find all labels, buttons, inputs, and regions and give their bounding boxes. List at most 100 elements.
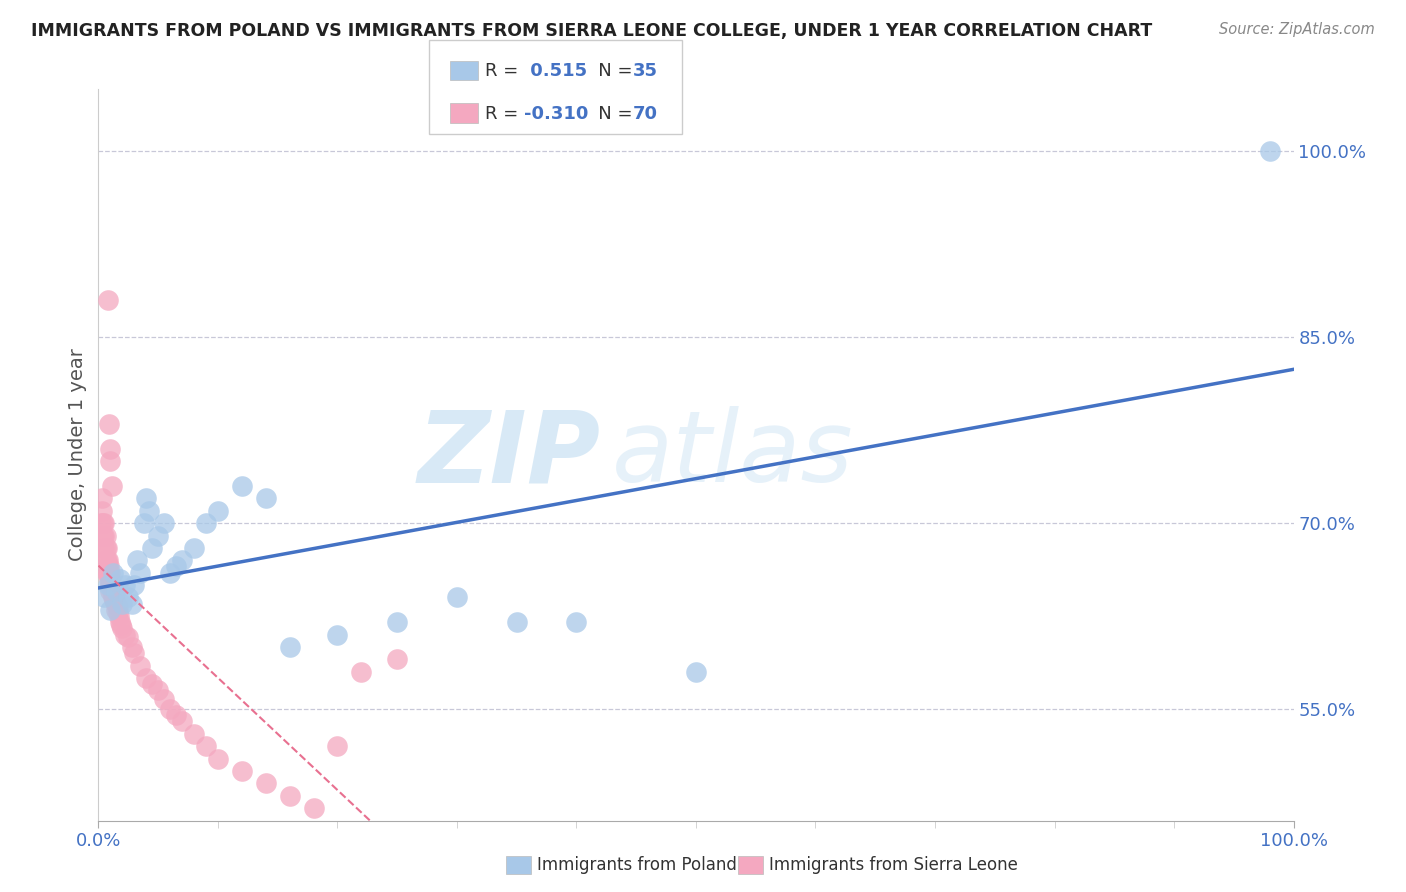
Text: -0.310: -0.310 [524,105,589,123]
Point [121,640,143,654]
Point [96,553,118,567]
Point [1258,144,1281,158]
Point [104,595,127,609]
Y-axis label: College, Under 1 year: College, Under 1 year [69,349,87,561]
Point [124,646,146,660]
Point [685,665,707,679]
Point [135,491,157,506]
Point [111,597,134,611]
Point [141,541,163,555]
Point [93,591,115,605]
Point [90,516,112,530]
Point [148,528,170,542]
Point [446,591,468,605]
Point [98,578,122,592]
Point [98,454,122,468]
Point [93,516,115,530]
Point [124,578,146,592]
Point [132,516,155,530]
Point [96,566,118,580]
Point [121,597,143,611]
Point [117,630,139,644]
Point [105,584,128,599]
Point [231,479,253,493]
Point [103,588,125,602]
Point [91,504,114,518]
Point [98,566,121,580]
Point [103,582,125,597]
Point [254,491,277,506]
Point [207,504,229,518]
Text: R =: R = [485,105,524,123]
Point [100,479,122,493]
Point [100,584,122,599]
Point [165,559,187,574]
Point [98,572,121,586]
Point [326,628,349,642]
Point [159,566,181,580]
Point [97,559,120,574]
Point [96,541,118,555]
Point [101,591,124,605]
Point [110,617,132,632]
Text: N =: N = [581,62,638,80]
Text: R =: R = [485,62,524,80]
Point [195,739,218,754]
Point [506,615,529,630]
Text: IMMIGRANTS FROM POLAND VS IMMIGRANTS FROM SIERRA LEONE COLLEGE, UNDER 1 YEAR COR: IMMIGRANTS FROM POLAND VS IMMIGRANTS FRO… [31,22,1152,40]
Point [165,708,187,723]
Point [125,553,148,567]
Point [129,566,152,580]
Point [141,677,163,691]
Point [104,591,127,605]
Text: 35: 35 [633,62,658,80]
Point [183,727,205,741]
Point [94,553,117,567]
Point [385,652,409,666]
Point [114,628,136,642]
Point [565,615,588,630]
Point [105,597,128,611]
Point [98,572,122,586]
Point [98,603,122,617]
Point [107,606,129,620]
Point [114,578,136,592]
Point [107,609,129,624]
Text: 0.515: 0.515 [524,62,588,80]
Point [108,615,131,630]
Point [103,593,125,607]
Point [278,640,301,654]
Point [97,566,120,580]
Point [278,789,301,803]
Point [98,417,121,431]
Point [195,516,218,530]
Text: 70: 70 [633,105,658,123]
Point [231,764,253,778]
Point [138,504,160,518]
Point [159,702,181,716]
Point [135,671,157,685]
Point [91,491,114,506]
Point [172,714,194,729]
Point [98,584,122,599]
Point [97,578,120,592]
Point [97,553,120,567]
Point [207,752,229,766]
Point [100,581,122,595]
Point [101,566,124,580]
Point [111,622,134,636]
Point [93,541,115,555]
Point [105,603,128,617]
Point [94,528,117,542]
Text: Immigrants from Poland: Immigrants from Poland [537,856,737,874]
Point [100,578,122,592]
Point [98,442,122,456]
Text: ZIP: ZIP [418,407,600,503]
Point [385,615,409,630]
Point [153,692,176,706]
Point [254,776,277,790]
Point [117,591,139,605]
Point [91,516,114,530]
Point [350,665,373,679]
Point [153,516,176,530]
